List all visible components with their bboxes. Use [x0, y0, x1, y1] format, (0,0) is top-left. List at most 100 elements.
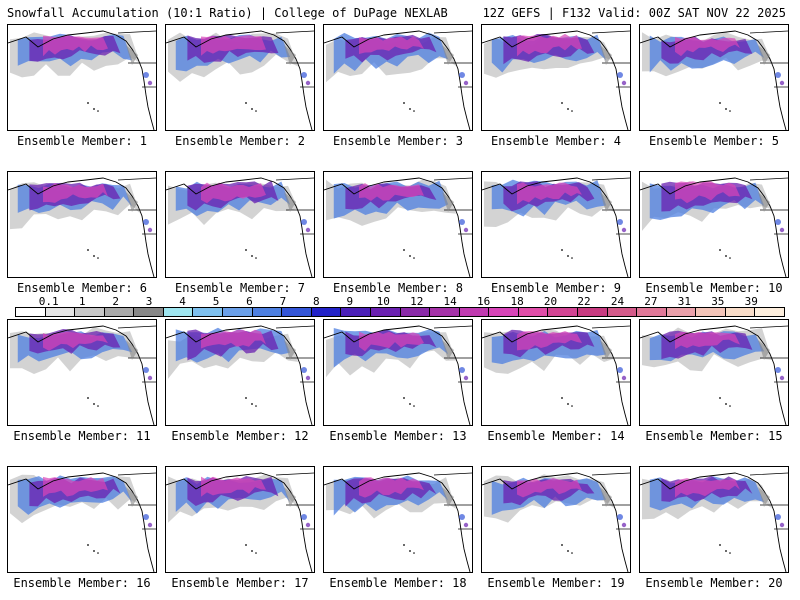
- legend-swatch: [518, 308, 549, 316]
- snowfall-map: [324, 467, 472, 572]
- snowfall-map: [166, 25, 314, 130]
- snowfall-map: [640, 320, 788, 425]
- legend-swatch: [637, 308, 667, 316]
- member-label: Ensemble Member: 5: [648, 134, 780, 148]
- member-map-panel[interactable]: [481, 24, 631, 131]
- legend-swatch: [666, 308, 697, 316]
- member-map-panel[interactable]: [7, 171, 157, 278]
- legend-swatch: [16, 308, 46, 316]
- member-label: Ensemble Member: 10: [645, 281, 783, 295]
- member-label: Ensemble Member: 7: [174, 281, 306, 295]
- member-label: Ensemble Member: 17: [171, 576, 309, 590]
- snowfall-map: [166, 467, 314, 572]
- member-label: Ensemble Member: 18: [329, 576, 467, 590]
- legend-swatch: [489, 308, 519, 316]
- snowfall-map: [640, 467, 788, 572]
- member-label: Ensemble Member: 6: [16, 281, 148, 295]
- snowfall-map: [324, 25, 472, 130]
- legend-tick-label: 18: [510, 295, 524, 308]
- legend-swatch: [400, 308, 431, 316]
- member-map-panel[interactable]: [323, 171, 473, 278]
- legend-swatch: [193, 308, 224, 316]
- chart-title: Snowfall Accumulation (10:1 Ratio) | Col…: [7, 6, 448, 20]
- legend-tick-label: 35: [711, 295, 725, 308]
- legend-tick-label: 39: [744, 295, 758, 308]
- snowfall-map: [166, 172, 314, 277]
- legend-tick-label: 2: [112, 295, 119, 308]
- member-map-panel[interactable]: [639, 319, 789, 426]
- snowfall-map: [324, 172, 472, 277]
- member-map-panel[interactable]: [323, 466, 473, 573]
- legend-swatch: [696, 308, 726, 316]
- legend-swatch: [459, 308, 490, 316]
- legend-swatch: [134, 308, 164, 316]
- legend-swatch: [607, 308, 638, 316]
- member-label: Ensemble Member: 11: [13, 429, 151, 443]
- member-map-panel[interactable]: [639, 466, 789, 573]
- member-map-panel[interactable]: [7, 466, 157, 573]
- snowfall-map: [8, 172, 156, 277]
- legend-swatch: [548, 308, 578, 316]
- snowfall-map: [482, 320, 630, 425]
- legend-tick-label: 1: [78, 295, 86, 308]
- legend-swatch: [311, 308, 342, 316]
- member-label: Ensemble Member: 9: [490, 281, 622, 295]
- member-map-panel[interactable]: [323, 319, 473, 426]
- member-map-panel[interactable]: [7, 24, 157, 131]
- legend-tick-label: 8: [313, 295, 320, 308]
- snowfall-map: [8, 25, 156, 130]
- member-label: Ensemble Member: 14: [487, 429, 625, 443]
- snowfall-map: [482, 172, 630, 277]
- legend-tick-label: 14: [443, 295, 457, 308]
- member-map-panel[interactable]: [481, 171, 631, 278]
- legend-tick-label: 31: [677, 295, 691, 308]
- member-label: Ensemble Member: 16: [13, 576, 151, 590]
- legend-swatch: [370, 308, 401, 316]
- member-map-panel[interactable]: [481, 319, 631, 426]
- member-map-panel[interactable]: [481, 466, 631, 573]
- legend-swatch: [755, 308, 785, 316]
- legend-tick-label: 22: [577, 295, 591, 308]
- member-map-panel[interactable]: [323, 24, 473, 131]
- member-map-panel[interactable]: [165, 171, 315, 278]
- legend-tick-label: 12: [410, 295, 424, 308]
- legend-tick-label: 7: [279, 295, 287, 308]
- model-run-info: 12Z GEFS | F132 Valid: 00Z SAT NOV 22 20…: [482, 6, 786, 20]
- legend-tick-label: 4: [179, 295, 186, 308]
- legend-tick-label: 9: [346, 295, 354, 308]
- legend-tick-label: 10: [376, 295, 390, 308]
- member-label: Ensemble Member: 12: [171, 429, 309, 443]
- snowfall-map: [640, 25, 788, 130]
- snowfall-map: [324, 320, 472, 425]
- member-label: Ensemble Member: 1: [16, 134, 148, 148]
- legend-swatch: [223, 308, 253, 316]
- legend-tick-label: 20: [543, 295, 558, 308]
- legend-tick-label: 6: [246, 295, 253, 308]
- member-label: Ensemble Member: 19: [487, 576, 625, 590]
- snowfall-map: [482, 25, 630, 130]
- member-map-panel[interactable]: [165, 24, 315, 131]
- member-map-panel[interactable]: [7, 319, 157, 426]
- snowfall-map: [8, 467, 156, 572]
- snowfall-map: [166, 320, 314, 425]
- member-label: Ensemble Member: 2: [174, 134, 306, 148]
- legend-swatch: [75, 308, 105, 316]
- member-map-panel[interactable]: [165, 466, 315, 573]
- member-label: Ensemble Member: 13: [329, 429, 467, 443]
- legend-swatch: [725, 308, 756, 316]
- member-map-panel[interactable]: [639, 24, 789, 131]
- legend-tick-label: 5: [212, 295, 220, 308]
- legend-tick-label: 24: [610, 295, 625, 308]
- member-map-panel[interactable]: [639, 171, 789, 278]
- legend-tick-label: 16: [477, 295, 491, 308]
- snowfall-map: [8, 320, 156, 425]
- legend-swatch: [163, 308, 194, 316]
- legend-tick-label: 3: [145, 295, 153, 308]
- legend-swatch: [341, 308, 371, 316]
- member-label: Ensemble Member: 4: [490, 134, 622, 148]
- legend-swatch: [104, 308, 135, 316]
- legend-swatch: [430, 308, 460, 316]
- legend-swatch: [45, 308, 76, 316]
- legend-tick-label: 0.1: [38, 295, 59, 308]
- member-map-panel[interactable]: [165, 319, 315, 426]
